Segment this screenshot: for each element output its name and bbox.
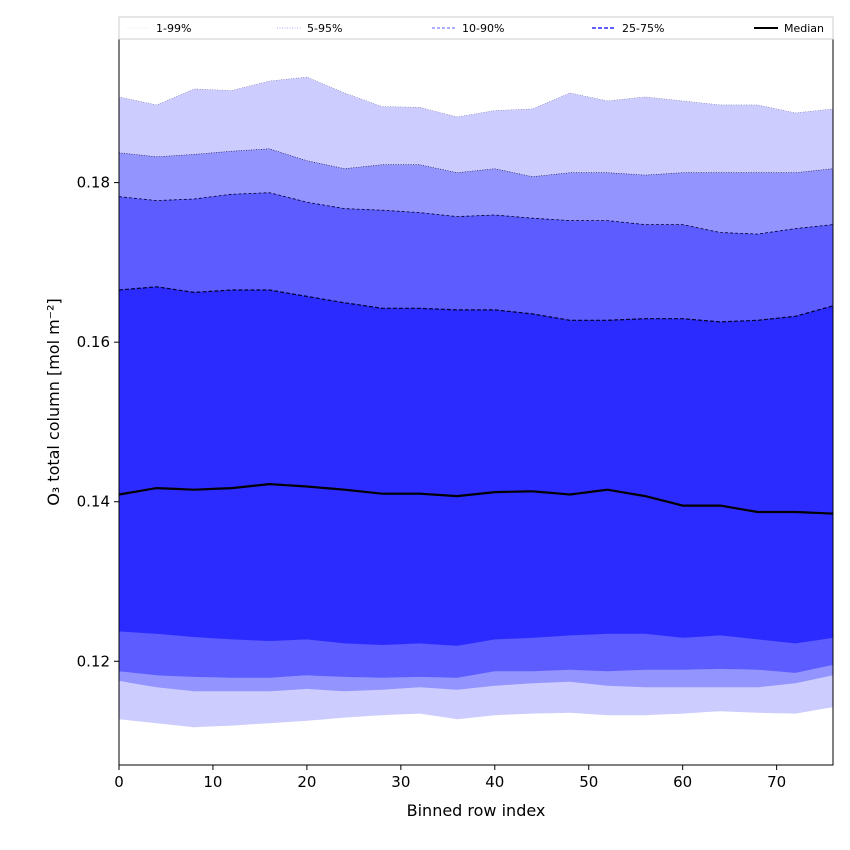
- y-tick-label: 0.14: [77, 493, 110, 511]
- x-axis-label: Binned row index: [407, 801, 546, 820]
- bands-layer: [119, 77, 833, 728]
- legend-label: 5-95%: [307, 22, 342, 35]
- y-tick-label: 0.16: [77, 333, 110, 351]
- x-tick-label: 70: [767, 773, 786, 791]
- band-edges-layer: [118, 76, 834, 323]
- band-upper-edge-5-95%: [118, 148, 834, 178]
- x-tick-label: 30: [391, 773, 410, 791]
- legend: 1-99% 5-95% 10-90% 25-75% Median: [118, 16, 834, 40]
- x-axis-ticks: 0 10 20 30 40 50 60 70: [114, 765, 786, 791]
- legend-label: 25-75%: [622, 22, 664, 35]
- legend-label: 10-90%: [462, 22, 504, 35]
- y-tick-label: 0.18: [77, 174, 110, 192]
- x-tick-label: 60: [673, 773, 692, 791]
- y-tick-label: 0.12: [77, 652, 110, 670]
- band-upper-edge-1-99%: [118, 76, 834, 118]
- median-layer: [118, 482, 834, 515]
- x-tick-label: 20: [297, 773, 316, 791]
- legend-label: Median: [784, 22, 824, 35]
- legend-label: 1-99%: [156, 22, 191, 35]
- x-tick-label: 40: [485, 773, 504, 791]
- y-axis-ticks: 0.12 0.14 0.16 0.18: [77, 174, 119, 670]
- band-25-75%: [119, 286, 833, 646]
- x-tick-label: 50: [579, 773, 598, 791]
- x-tick-label: 0: [114, 773, 124, 791]
- y-axis-label: O₃ total column [mol m⁻²]: [44, 298, 63, 506]
- legend-box: [118, 16, 834, 40]
- x-tick-label: 10: [203, 773, 222, 791]
- median-line: [118, 482, 834, 515]
